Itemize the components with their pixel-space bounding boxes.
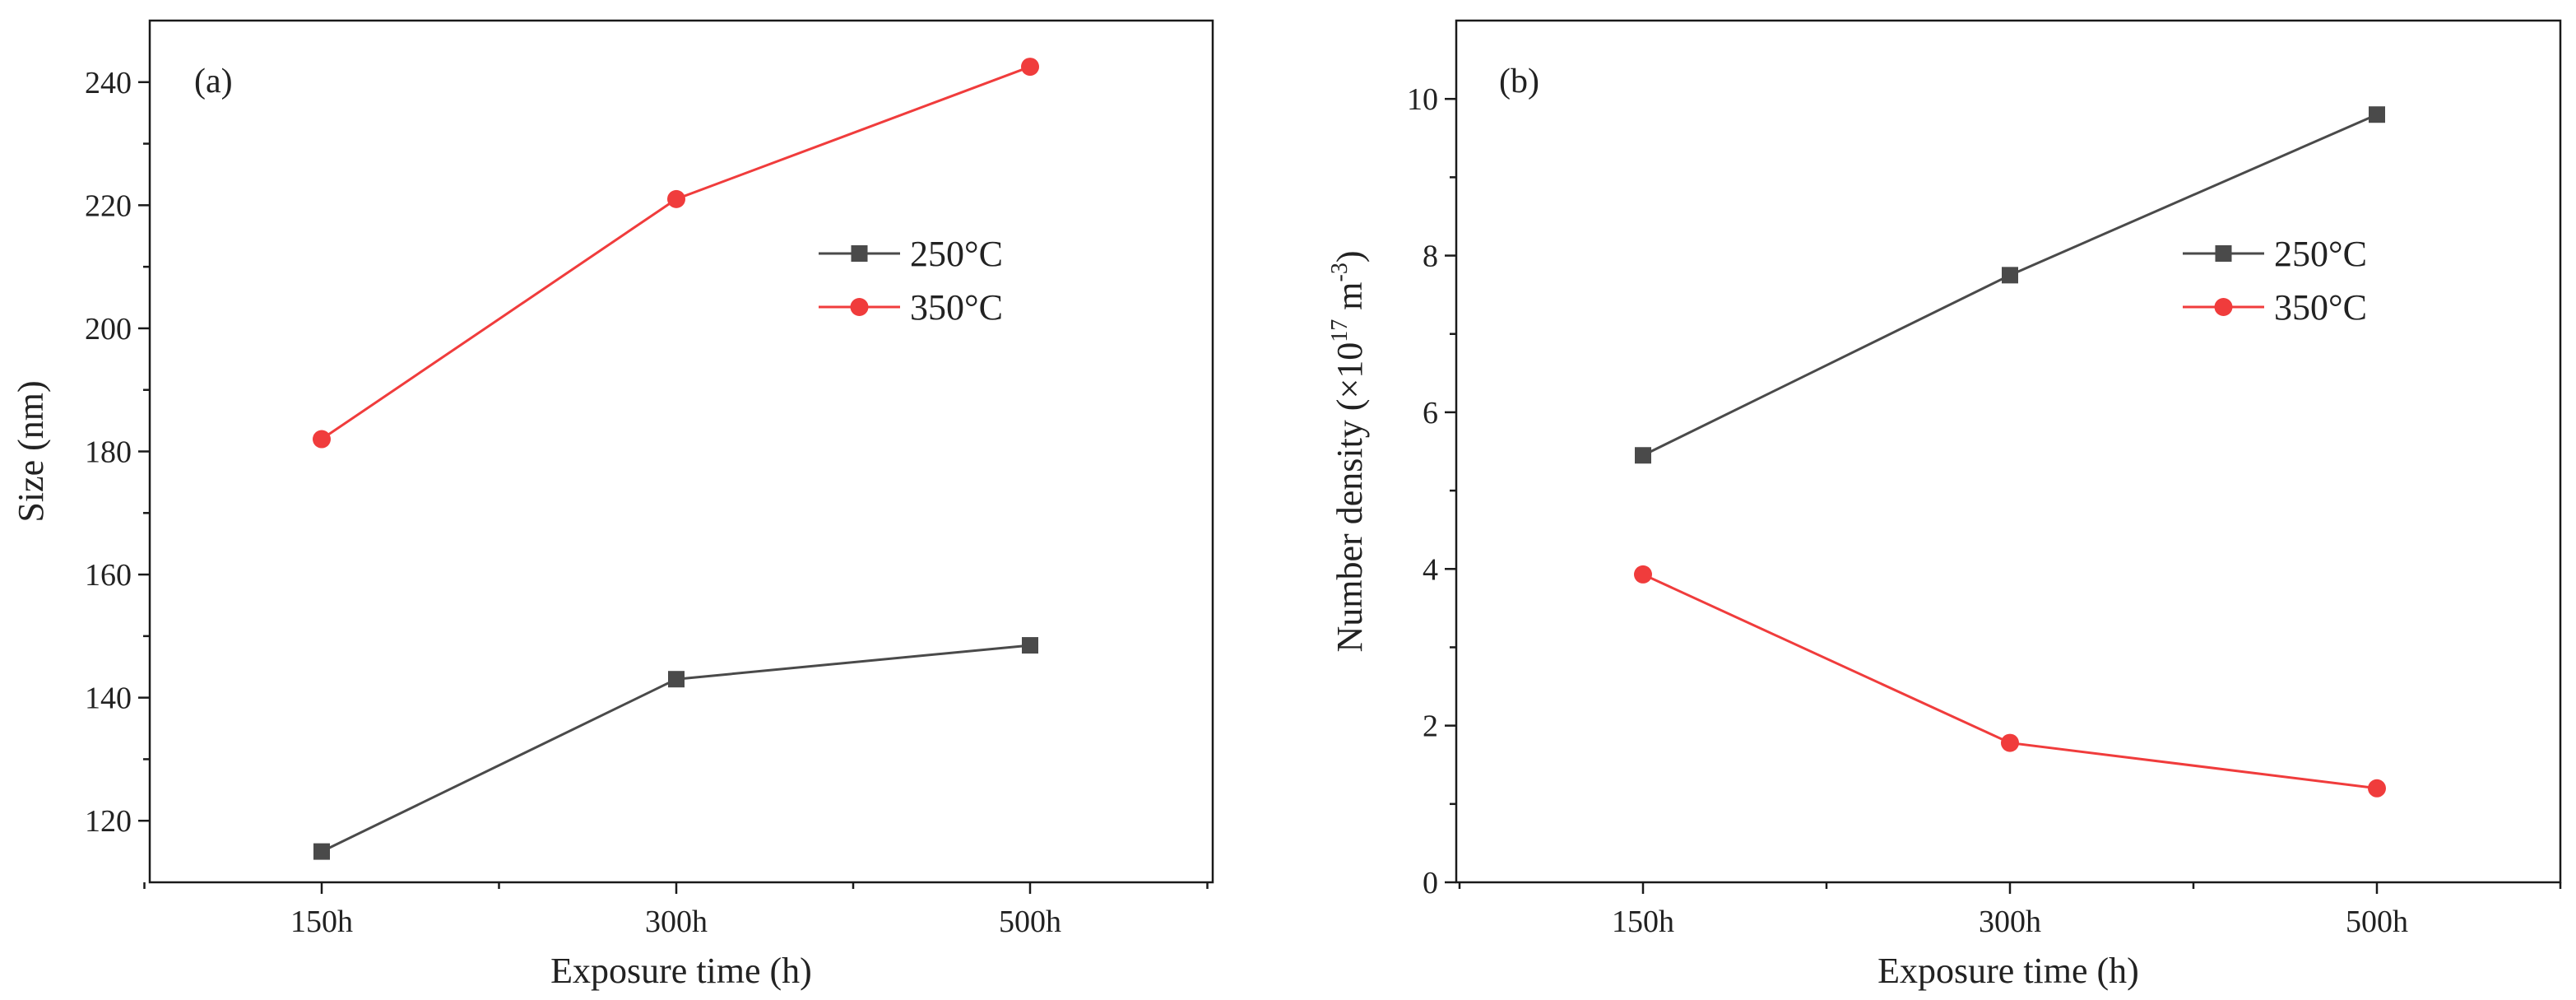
legend-marker-square [2215, 245, 2232, 262]
y-axis-title: Size (nm) [11, 380, 51, 522]
y-axis-title-exponent: 17 [1327, 319, 1353, 342]
data-point-square [2002, 267, 2018, 284]
x-axis-title: Exposure time (h) [1877, 951, 2139, 991]
x-tick-label: 150h [290, 905, 353, 939]
series-line [1642, 113, 2378, 457]
y-tick-label: 4 [1423, 552, 1438, 587]
x-tick-label: 150h [1612, 905, 1674, 939]
data-point-circle [313, 430, 331, 449]
y-tick-label: 10 [1407, 82, 1438, 117]
y-tick-label: 120 [85, 804, 132, 839]
y-tick-label: 240 [85, 66, 132, 100]
panel-b-chart: 0 2 4 6 8 10 150h 300h 500h Exposure time (h) Numb… [1327, 19, 2562, 991]
data-point-square [1022, 637, 1038, 654]
data-point-circle [2001, 733, 2019, 752]
data-point-circle [1634, 565, 1652, 584]
y-axis-title-prefix: Number density (×10 [1330, 342, 1370, 653]
x-tick-label: 500h [2346, 905, 2408, 939]
y-tick-label: 0 [1423, 866, 1438, 900]
y-tick-label: 200 [85, 312, 132, 347]
legend-marker-circle [2214, 298, 2233, 316]
y-axis-title-unit: m [1330, 282, 1370, 319]
plot-frame [1455, 19, 2562, 884]
x-tick-label: 300h [1979, 905, 2041, 939]
y-tick-label: 8 [1423, 240, 1438, 274]
y-tick-label: 220 [85, 188, 132, 223]
data-point-circle [2368, 779, 2386, 798]
panel-label: (b) [1499, 63, 1539, 100]
y-tick-label: 160 [85, 558, 132, 593]
panel-label: (a) [194, 63, 233, 100]
panel-a-chart: 120 140 160 180 200 220 240 150h 300h 500h Exposur… [11, 19, 1214, 991]
data-point-circle [1021, 58, 1039, 77]
plot-frame [148, 19, 1214, 884]
data-point-square [1635, 447, 1651, 464]
data-point-square [668, 671, 685, 688]
data-point-square [313, 843, 330, 860]
data-point-square [2369, 106, 2385, 123]
y-axis-title-suffix: ) [1330, 251, 1370, 263]
legend-label: 350°C [2274, 287, 2367, 328]
y-tick-label: 140 [85, 681, 132, 716]
legend-label: 250°C [910, 234, 1003, 274]
x-tick-label: 300h [645, 905, 708, 939]
legend-label: 250°C [2274, 234, 2367, 274]
y-tick-label: 180 [85, 435, 132, 470]
y-tick-label: 2 [1423, 709, 1438, 744]
y-axis-title-exponent: -3 [1327, 263, 1353, 281]
y-axis-title: Number density (×1017 m-3) [1327, 251, 1370, 653]
legend-marker-square [851, 245, 868, 262]
legend-label: 350°C [910, 287, 1003, 328]
x-tick-label: 500h [999, 905, 1061, 939]
series-line [1642, 573, 2378, 790]
data-point-circle [667, 189, 685, 208]
x-axis-title: Exposure time (h) [550, 951, 812, 991]
y-tick-label: 6 [1423, 396, 1438, 430]
legend-marker-circle [850, 298, 869, 316]
